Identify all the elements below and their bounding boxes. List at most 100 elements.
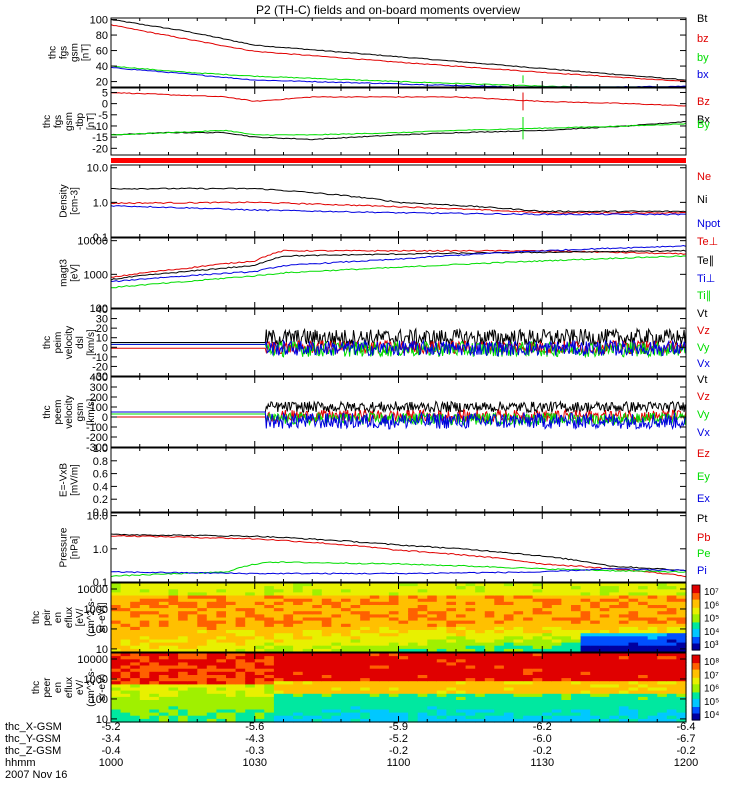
spectrogram-cell	[408, 648, 419, 653]
spectrogram-cell	[235, 636, 246, 640]
y-axis-label-line: (cm^2-s-	[86, 668, 97, 707]
spectrogram-cell	[206, 642, 217, 647]
spectrogram-cell	[475, 662, 486, 667]
spectrogram-cell	[388, 706, 400, 710]
spectrogram-cell	[158, 623, 170, 628]
spectrogram-cell	[302, 681, 313, 685]
spectrogram-cell	[254, 592, 265, 597]
spectrogram-cell	[341, 712, 352, 717]
spectrogram-cell	[638, 709, 649, 714]
spectrogram-cell	[436, 690, 447, 695]
spectrogram-cell	[264, 678, 275, 682]
spectrogram-cell	[206, 665, 217, 670]
spectrogram-cell	[273, 630, 285, 634]
spectrogram-cell	[369, 620, 380, 625]
spectrogram-cell	[561, 595, 572, 600]
footer-value: -6.4	[677, 721, 696, 733]
spectrogram-cell	[312, 630, 323, 634]
spectrogram-cell	[379, 671, 390, 676]
spectrogram-cell	[436, 633, 447, 637]
spectrogram-cell	[465, 668, 476, 673]
spectrogram-cell	[264, 595, 275, 600]
spectrogram-cell	[350, 623, 361, 628]
spectrogram-cell	[484, 709, 495, 714]
spectrogram-cell	[398, 715, 409, 720]
y-tick-label: -20	[92, 143, 108, 155]
spectrogram-cell	[532, 659, 543, 663]
spectrogram-cell	[168, 665, 179, 670]
spectrogram-cell	[436, 636, 447, 640]
spectrogram-cell	[120, 668, 131, 673]
spectrogram-cell	[484, 659, 495, 663]
spectrogram-cell	[571, 671, 582, 676]
spectrogram-cell	[542, 690, 553, 695]
spectrogram-cell	[542, 630, 553, 634]
spectrogram-cell	[628, 595, 639, 600]
spectrogram-cell	[360, 662, 371, 667]
spectrogram-cell	[206, 636, 217, 640]
spectrogram-cell	[111, 617, 122, 622]
spectrogram-cell	[523, 712, 534, 717]
spectrogram-cell	[360, 681, 371, 685]
spectrogram-cell	[456, 665, 467, 670]
spectrogram-cell	[417, 636, 428, 640]
spectrogram-cell	[408, 696, 419, 701]
spectrogram-cell	[206, 614, 217, 619]
spectrogram-cell	[379, 636, 390, 640]
spectrogram-cell	[494, 671, 505, 676]
spectrogram-cell	[283, 633, 294, 637]
y-axis-label-line: en	[53, 682, 64, 693]
spectrogram-cell	[360, 671, 371, 676]
spectrogram-cell	[666, 706, 677, 710]
spectrogram-cell	[590, 665, 601, 670]
spectrogram-cell	[178, 586, 189, 590]
spectrogram-cell	[628, 706, 639, 710]
spectrogram-cell	[551, 681, 562, 685]
spectrogram-cell	[647, 712, 658, 717]
spectrogram-cell	[446, 653, 457, 657]
spectrogram-cell	[120, 665, 131, 670]
spectrogram-cell	[532, 586, 543, 590]
spectrogram-cell	[283, 648, 294, 653]
spectrogram-cell	[130, 626, 141, 631]
y-axis-label-line: en	[53, 612, 64, 623]
spectrogram-cell	[206, 633, 217, 637]
spectrogram-cell	[456, 712, 467, 717]
spectrogram-cell	[235, 706, 246, 710]
spectrogram-cell	[321, 690, 332, 695]
spectrogram-cell	[312, 675, 323, 679]
spectrogram-cell	[503, 611, 515, 615]
spectrogram-cell	[312, 626, 323, 631]
spectrogram-cell	[436, 703, 447, 707]
spectrogram-cell	[599, 712, 610, 717]
spectrogram-cell	[293, 636, 304, 640]
spectrogram-cell	[369, 633, 380, 637]
spectrogram-cell	[245, 681, 256, 685]
spectrogram-cell	[523, 608, 534, 612]
spectrogram-cell	[647, 586, 658, 590]
spectrogram-cell	[312, 715, 323, 720]
colorbar-step	[692, 628, 700, 632]
spectrogram-cell	[542, 592, 553, 597]
spectrogram-cell	[475, 639, 486, 644]
spectrogram-cell	[609, 605, 620, 609]
footer-value: -3.4	[102, 733, 121, 745]
spectrogram-cell	[293, 681, 304, 685]
colorbar-step	[692, 707, 700, 710]
spectrogram-cell	[111, 605, 122, 609]
spectrogram-cell	[139, 642, 150, 647]
spectrogram-cell	[599, 598, 610, 603]
spectrogram-cell	[293, 659, 304, 663]
spectrogram-cell	[580, 671, 591, 676]
spectrogram-cell	[503, 608, 515, 612]
spectrogram-cell	[216, 595, 227, 600]
spectrogram-cell	[120, 681, 131, 685]
spectrogram-cell	[417, 586, 428, 590]
spectrogram-cell	[561, 687, 572, 692]
spectrogram-cell	[484, 703, 495, 707]
spectrogram-cell	[120, 684, 131, 689]
spectrogram-cell	[408, 668, 419, 673]
spectrogram-cell	[206, 715, 217, 720]
spectrogram-cell	[111, 620, 122, 625]
spectrogram-cell	[618, 712, 630, 717]
